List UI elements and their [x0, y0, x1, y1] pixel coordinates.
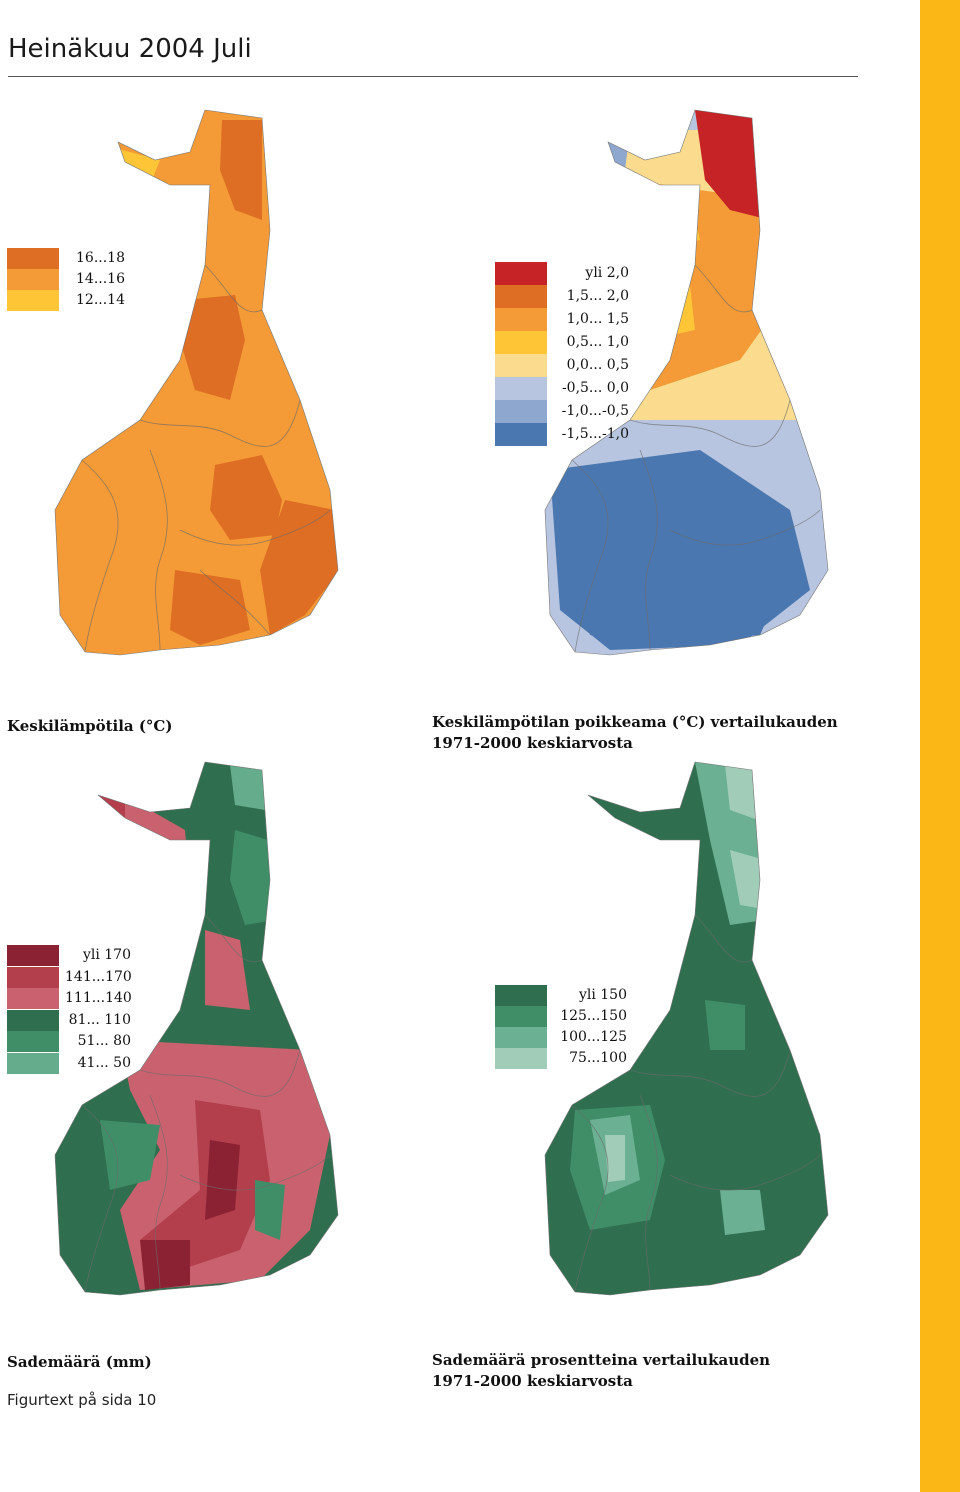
legend-label: 16...18: [76, 250, 125, 266]
map-temperature-deviation: [490, 90, 850, 680]
map-mean-temperature-svg: [54, 109, 339, 656]
region-fill-wettest-southwest: [140, 1240, 190, 1290]
caption-line: 1971-2000 keskiarvosta: [432, 734, 633, 752]
page-title: Heinäkuu 2004 Juli: [8, 34, 252, 64]
region-fill-warm-east: [210, 455, 282, 540]
legend-swatch: [7, 1031, 59, 1052]
legend-label: 75...100: [569, 1050, 627, 1066]
region-fill-hot-north: [695, 110, 770, 220]
caption-precipitation-percent: Sademäärä prosentteina vertailukauden 197…: [432, 1350, 852, 1392]
title-divider: [8, 76, 858, 77]
region-fill-wetter-northwest: [95, 790, 125, 835]
legend-swatch: [7, 988, 59, 1009]
legend-swatch: [495, 262, 547, 285]
region-fill-dry-north: [725, 765, 758, 820]
country-outline: [54, 761, 339, 1296]
caption-line: Keskilämpötilan poikkeama (°C) vertailuk…: [432, 713, 838, 731]
country-outline: [544, 761, 829, 1296]
region-fill-lowest-west: [605, 1135, 625, 1182]
region-borders: [81, 914, 331, 1293]
yellow-edge-strip: [920, 0, 960, 1492]
legend-label: 111...140: [65, 990, 132, 1006]
legend-swatch: [495, 354, 547, 377]
region-fill-mid-central: [705, 1000, 745, 1050]
region-fill-warm-central: [180, 295, 245, 400]
region-fill-dry-north: [230, 765, 265, 810]
legend-swatch: [7, 290, 59, 311]
legend-swatch: [495, 1027, 547, 1048]
legend-swatch: [7, 1009, 59, 1031]
map-precipitation-percent-svg: [544, 761, 829, 1296]
legend-swatch: [495, 400, 547, 423]
legend-label: 0,5... 1,0: [566, 334, 629, 350]
figure-note: Figurtext på sida 10: [7, 1391, 157, 1409]
legend-label: 0,0... 0,5: [566, 357, 629, 373]
caption-line: 1971-2000 keskiarvosta: [432, 1372, 633, 1390]
caption-mean-temperature: Keskilämpötila (°C): [7, 717, 173, 735]
caption-temperature-deviation: Keskilämpötilan poikkeama (°C) vertailuk…: [432, 712, 852, 754]
region-fill-wettest-band: [205, 1140, 240, 1220]
region-fill-coldest-south: [580, 460, 780, 645]
country-outline: [54, 109, 339, 656]
region-fill-warm-spot: [640, 195, 700, 250]
region-fill-low-northeast: [230, 830, 275, 925]
legend-label: yli 150: [578, 987, 627, 1003]
region-fill-warm-south: [170, 570, 250, 645]
legend-swatch: [495, 285, 547, 308]
map-precipitation: [0, 750, 360, 1320]
region-fill-low-west: [100, 1120, 160, 1190]
caption-precipitation: Sademäärä (mm): [7, 1353, 152, 1371]
legend-swatch: [7, 269, 59, 290]
legend-label: yli 170: [82, 947, 131, 963]
legend-label: 141...170: [65, 968, 132, 985]
region-fill-warm-north: [220, 120, 262, 220]
region-fill-wet-central: [205, 930, 250, 1010]
legend-label: 1,0... 1,5: [566, 311, 629, 327]
legend-label: 100...125: [560, 1029, 627, 1045]
legend-swatch: [7, 966, 59, 988]
country-outline: [544, 109, 829, 656]
legend-label: 125...150: [560, 1008, 627, 1024]
region-borders: [571, 264, 821, 653]
legend-label: 1,5... 2,0: [566, 288, 629, 304]
legend-swatch: [495, 1048, 547, 1069]
legend-swatch: [495, 423, 547, 446]
region-fill-cool-northwest: [585, 120, 630, 170]
region-fill-wet-northwest: [95, 790, 190, 900]
region-fill-warm-southeast: [260, 500, 338, 635]
legend-label: yli 2,0: [585, 265, 629, 281]
legend-label: 81... 110: [68, 1011, 131, 1028]
map-temperature-deviation-svg: [544, 109, 829, 656]
legend-swatch: [495, 985, 547, 1006]
legend-swatch: [7, 248, 59, 269]
legend-label: 12...14: [76, 292, 125, 308]
legend-swatch: [7, 945, 59, 966]
legend-label: -0,5... 0,0: [561, 380, 629, 396]
region-fill-warm-spot: [640, 285, 695, 340]
legend-label: 41... 50: [77, 1054, 131, 1071]
legend-swatch: [7, 1052, 59, 1074]
legend-swatch: [495, 377, 547, 400]
legend-label: 14...16: [76, 271, 125, 287]
legend-label: -1,5...-1,0: [561, 426, 629, 442]
region-fill-low-east: [255, 1180, 285, 1240]
legend-label: -1,0...-0,5: [561, 403, 629, 419]
map-precipitation-percent: [490, 750, 850, 1320]
region-borders: [571, 914, 821, 1293]
region-borders: [81, 264, 331, 653]
map-precipitation-svg: [54, 761, 339, 1296]
legend-swatch: [495, 1006, 547, 1027]
caption-line: Sademäärä prosentteina vertailukauden: [432, 1351, 771, 1369]
legend-swatch: [495, 331, 547, 354]
legend-swatch: [495, 308, 547, 331]
region-fill-low-southeast: [720, 1190, 765, 1235]
legend-label: 51... 80: [77, 1033, 131, 1049]
map-mean-temperature: [0, 90, 360, 680]
